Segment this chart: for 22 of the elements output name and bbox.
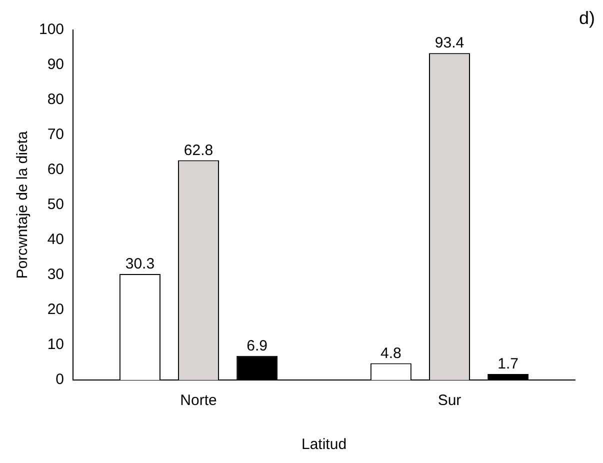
y-tick-label: 80 — [47, 91, 64, 108]
y-tick-label: 20 — [47, 301, 64, 318]
data-label: 30.3 — [125, 256, 155, 273]
data-label: 1.7 — [498, 356, 518, 373]
data-label: 6.9 — [246, 337, 268, 354]
x-axis-title: Latitud — [301, 436, 347, 454]
y-tick-label: 40 — [47, 231, 64, 248]
y-tick-label: 90 — [47, 56, 64, 74]
x-tick-label: Sur — [438, 392, 462, 410]
data-label: 62.8 — [184, 142, 214, 159]
data-label: 4.8 — [380, 344, 402, 362]
y-tick-label: 100 — [38, 21, 64, 38]
text: d) — [578, 8, 595, 28]
y-tick-label: 30 — [47, 266, 64, 284]
y-tick-label: 10 — [47, 336, 64, 354]
y-tick-label: 50 — [47, 196, 64, 214]
y-tick-label: 60 — [47, 161, 64, 178]
y-axis-title: Porcwntaje de la dieta — [14, 130, 32, 279]
x-tick-label: Norte — [180, 392, 217, 410]
y-tick-label: 70 — [47, 126, 64, 144]
y-tick-label: 0 — [56, 371, 64, 388]
data-label: 93.4 — [434, 34, 464, 52]
